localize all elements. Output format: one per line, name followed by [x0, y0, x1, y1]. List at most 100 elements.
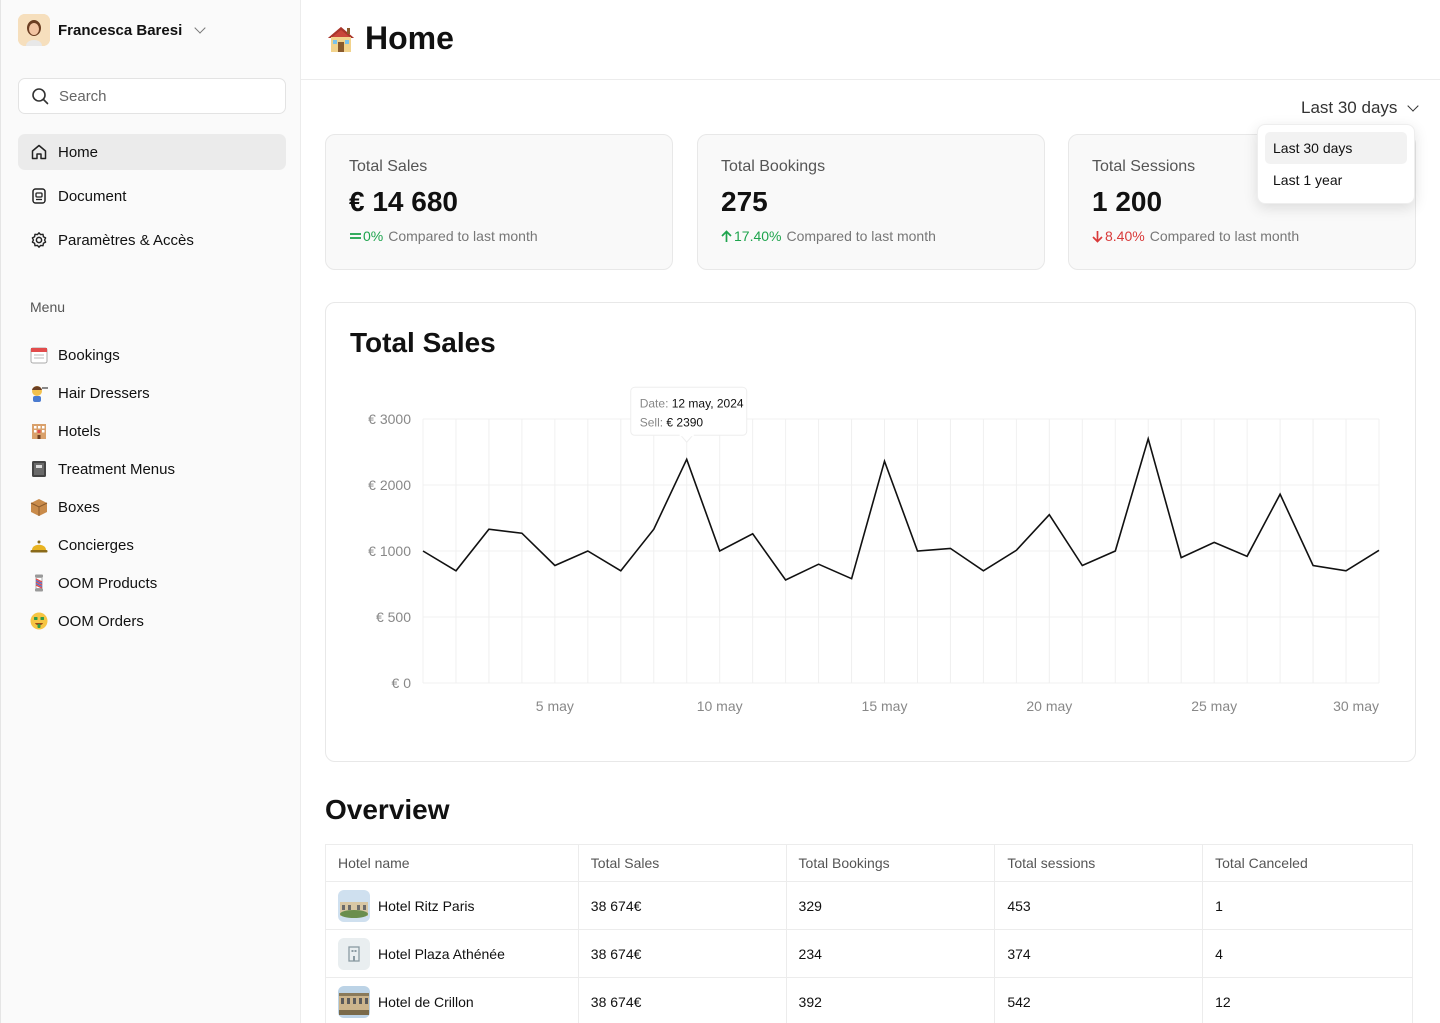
date-range-label: Last 30 days [1301, 98, 1398, 117]
nav-item-document[interactable]: Document [18, 178, 286, 214]
nav-item-label: Home [58, 143, 99, 161]
page-title: Home [325, 20, 454, 57]
chart-tooltip: Date: 12 may, 2024 Sell: € 2390 [630, 386, 748, 444]
box-icon [28, 497, 49, 518]
nav-item-settings[interactable]: Paramètres & Accès [18, 222, 286, 258]
stat-card-delta: 17.40% Compared to last month [721, 228, 1021, 244]
column-header[interactable]: Hotel name [325, 844, 579, 882]
data-point [1212, 540, 1216, 544]
table-row[interactable]: Hotel Ritz Paris 38 674€ 329 453 1 [325, 881, 1413, 930]
book-icon [28, 459, 49, 480]
search-box[interactable] [18, 78, 286, 114]
table-row[interactable]: Hotel de Crillon 38 674€ 392 542 12 [325, 977, 1413, 1023]
menu-item-hotels[interactable]: Hotels [28, 412, 288, 450]
menu-item-label: Boxes [58, 498, 100, 516]
column-header[interactable]: Total Canceled [1202, 844, 1413, 882]
x-tick-label: 5 may [536, 698, 574, 714]
cell-sales: 38 674€ [577, 977, 787, 1023]
user-switcher[interactable]: Francesca Baresi [18, 14, 206, 46]
chevron-down-icon [194, 21, 206, 34]
stat-card-delta-value: 17.40% [734, 228, 782, 244]
sales-series-line [422, 435, 1380, 582]
date-range-select[interactable]: Last 30 days [1301, 96, 1420, 120]
data-point [1278, 492, 1282, 496]
tooltip-pointer-mask [679, 434, 694, 437]
stat-card-delta-value: 8.40% [1105, 228, 1145, 244]
chart-title: Total Sales [350, 327, 496, 358]
x-tick-label: 10 may [697, 698, 743, 714]
data-point [1377, 548, 1381, 552]
stat-card-title: Total Sessions [1092, 158, 1196, 175]
stat-card-delta: 0% Compared to last month [349, 228, 649, 244]
overview-title: Overview [325, 794, 450, 825]
menu-item-label: OOM Products [58, 574, 158, 592]
data-point [915, 549, 919, 553]
home-icon [31, 144, 47, 160]
data-point [1179, 556, 1183, 560]
page-title-text: Home [365, 20, 454, 56]
hotel-name: Hotel Plaza Athénée [378, 945, 505, 962]
table-header-row: Hotel name Total Sales Total Bookings To… [325, 844, 1413, 882]
nav-item-home[interactable]: Home [18, 134, 286, 170]
stat-card-bookings: Total Bookings 275 17.40% Compared to la… [697, 134, 1045, 270]
data-point [1047, 513, 1051, 517]
money-face-icon [28, 611, 49, 632]
menu-item-label: Hotels [58, 422, 101, 440]
cell-canceled: 12 [1202, 977, 1413, 1023]
table-row[interactable]: Hotel Plaza Athénée 38 674€ 234 374 4 [325, 929, 1413, 978]
data-point [1014, 548, 1018, 552]
arrow-down-icon [1092, 230, 1103, 243]
data-point [948, 546, 952, 550]
nav-item-label: Paramètres & Accès [58, 231, 194, 249]
avatar [18, 14, 50, 46]
search-input[interactable] [59, 87, 259, 105]
data-point [784, 578, 788, 582]
stat-card-title: Total Bookings [721, 158, 826, 175]
y-tick-label: € 1000 [368, 543, 411, 559]
hairdresser-icon [28, 383, 49, 404]
menu-item-oom-orders[interactable]: OOM Orders [28, 602, 288, 640]
cell-canceled: 4 [1202, 929, 1413, 978]
menu-item-oom-products[interactable]: OOM Products [28, 564, 288, 602]
barber-pole-icon [28, 573, 49, 594]
stat-card-value: 275 [721, 186, 768, 217]
document-icon [32, 188, 46, 204]
data-point [1344, 569, 1348, 573]
stat-card-note: Compared to last month [388, 228, 538, 244]
data-point [553, 564, 557, 568]
date-range-dropdown: Last 30 days Last 1 year [1257, 124, 1415, 204]
cell-bookings: 392 [785, 977, 996, 1023]
data-point [619, 569, 623, 573]
menu-item-boxes[interactable]: Boxes [28, 488, 288, 526]
menu-item-bookings[interactable]: Bookings [28, 336, 288, 374]
data-point [1311, 564, 1315, 568]
stat-card-value: € 14 680 [349, 186, 458, 217]
cell-bookings: 234 [785, 929, 996, 978]
menu-list: Bookings Hair Dressers Hotels Treatment … [28, 336, 288, 640]
data-point [586, 549, 590, 553]
sales-chart-card: Total Sales € 0 € 500 € 1000 € 2000 € 3000 5 … [325, 302, 1416, 762]
menu-item-hair-dressers[interactable]: Hair Dressers [28, 374, 288, 412]
column-header[interactable]: Total Bookings [785, 844, 996, 882]
hotel-thumbnail [338, 985, 370, 1018]
menu-item-concierges[interactable]: Concierges [28, 526, 288, 564]
menu-item-treatment-menus[interactable]: Treatment Menus [28, 450, 288, 488]
data-point [981, 569, 985, 573]
x-tick-label: 20 may [1026, 698, 1072, 714]
column-header[interactable]: Total Sales [577, 844, 787, 882]
bell-icon [28, 535, 49, 556]
menu-item-label: Bookings [58, 346, 120, 364]
tooltip-pointer [679, 434, 694, 444]
menu-item-label: Treatment Menus [58, 460, 175, 478]
cell-canceled: 1 [1202, 881, 1413, 930]
cell-sales: 38 674€ [577, 881, 787, 930]
cell-sales: 38 674€ [577, 929, 787, 978]
data-point [454, 569, 458, 573]
column-header[interactable]: Total sessions [994, 844, 1204, 882]
hotel-icon [28, 421, 49, 442]
date-range-option[interactable]: Last 1 year [1273, 172, 1343, 188]
x-tick-label: 30 may [1333, 698, 1379, 714]
search-icon [32, 88, 49, 105]
date-range-option[interactable]: Last 30 days [1265, 132, 1407, 164]
data-point [1245, 554, 1249, 558]
